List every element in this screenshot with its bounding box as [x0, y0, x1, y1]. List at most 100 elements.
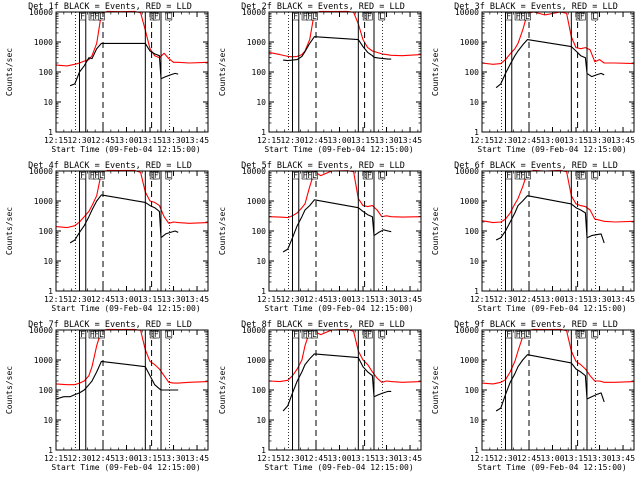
flag-marker: L	[99, 330, 104, 339]
y-tick-label: 100	[39, 227, 54, 236]
plot-frame	[481, 170, 635, 292]
y-tick-label: 100	[465, 68, 480, 77]
flag-marker: F	[293, 12, 298, 21]
flag-marker: F	[520, 330, 525, 339]
flag-marker: F	[580, 12, 585, 21]
detector-panel-1: Det 1f BLACK = Events, RED = LLDFFFLEFL1…	[5, 2, 209, 154]
x-tick-label: 12:45	[517, 136, 541, 145]
flag-marker: L	[525, 171, 530, 180]
flag-box	[378, 171, 386, 180]
y-tick-label: 1	[474, 446, 479, 455]
x-tick-label: 12:15	[44, 454, 68, 463]
x-tick-label: 12:45	[91, 136, 115, 145]
flag-marker: F	[516, 171, 521, 180]
x-tick-label: 13:00	[540, 136, 564, 145]
flag-marker: F	[303, 171, 308, 180]
y-tick-label: 1000	[460, 356, 479, 365]
flag-box	[311, 330, 318, 339]
x-tick-label: 13:00	[540, 295, 564, 304]
x-tick-label: 13:15	[564, 295, 588, 304]
flag-box	[98, 171, 105, 180]
series-line-events	[283, 36, 392, 62]
flag-marker: F	[80, 171, 85, 180]
flag-box	[98, 12, 105, 21]
series-line-events	[55, 360, 179, 400]
series-line-lld	[55, 10, 209, 67]
detector-panel-9: Det 9f BLACK = Events, RED = LLDFFFLEFL1…	[431, 320, 635, 472]
x-tick-label: 12:30	[67, 295, 91, 304]
y-tick-label: 10	[469, 98, 479, 107]
flag-marker: F	[90, 330, 95, 339]
x-tick-label: 12:15	[257, 454, 281, 463]
plot-frame	[55, 11, 209, 133]
flag-marker: F	[94, 171, 99, 180]
panel-title: Det 4f BLACK = Events, RED = LLD	[28, 161, 192, 171]
x-tick-label: 13:45	[185, 295, 209, 304]
y-tick-label: 1	[474, 287, 479, 296]
x-tick-label: 13:00	[327, 454, 351, 463]
flag-box	[152, 12, 160, 21]
flag-marker: F	[303, 330, 308, 339]
y-tick-label: 1	[48, 287, 53, 296]
plot-frame	[268, 11, 422, 133]
y-tick-label: 10000	[242, 326, 266, 335]
series-line-lld	[55, 169, 209, 229]
y-tick-label: 10000	[242, 167, 266, 176]
flag-marker: F	[307, 330, 312, 339]
flag-marker: F	[367, 330, 372, 339]
y-tick-label: 1000	[460, 197, 479, 206]
x-tick-label: 13:45	[611, 454, 635, 463]
x-tick-label: 12:45	[304, 136, 328, 145]
x-axis-label: Start Time (09-Feb-04 12:15:00)	[477, 463, 626, 472]
x-tick-label: 13:30	[161, 454, 185, 463]
flag-marker: L	[166, 171, 171, 180]
flag-marker: F	[303, 12, 308, 21]
flag-box	[578, 171, 586, 180]
flag-box	[98, 330, 105, 339]
y-tick-label: 10	[469, 416, 479, 425]
x-tick-label: 13:15	[138, 136, 162, 145]
x-tick-label: 12:30	[67, 136, 91, 145]
x-axis-label: Start Time (09-Feb-04 12:15:00)	[477, 304, 626, 313]
x-tick-label: 12:15	[470, 454, 494, 463]
flag-box	[578, 12, 586, 21]
x-tick-label: 13:00	[540, 454, 564, 463]
x-tick-label: 13:45	[398, 136, 422, 145]
x-tick-label: 12:15	[257, 136, 281, 145]
y-tick-label: 10000	[455, 167, 479, 176]
y-tick-label: 1	[48, 128, 53, 137]
flag-box	[591, 171, 599, 180]
x-axis-label: Start Time (09-Feb-04 12:15:00)	[264, 463, 413, 472]
y-tick-label: 10	[256, 98, 266, 107]
flag-marker: F	[293, 330, 298, 339]
y-tick-label: 10	[43, 257, 53, 266]
flag-box	[165, 330, 173, 339]
panel-title: Det 9f BLACK = Events, RED = LLD	[454, 320, 618, 330]
detector-panel-2: Det 2f BLACK = Events, RED = LLDFFFLEFL1…	[218, 2, 422, 154]
y-tick-label: 10	[256, 257, 266, 266]
flag-marker: F	[154, 330, 159, 339]
x-tick-label: 12:45	[91, 295, 115, 304]
x-tick-label: 13:45	[398, 454, 422, 463]
y-tick-label: 1000	[247, 38, 266, 47]
x-tick-label: 12:15	[44, 295, 68, 304]
flag-marker: L	[592, 12, 597, 21]
x-tick-label: 13:30	[587, 454, 611, 463]
plot-frame	[268, 170, 422, 292]
y-tick-label: 1000	[34, 356, 53, 365]
x-tick-label: 12:45	[517, 295, 541, 304]
y-tick-label: 1	[474, 128, 479, 137]
y-tick-label: 10	[469, 257, 479, 266]
y-tick-label: 1000	[34, 38, 53, 47]
y-axis-label: Counts/sec	[431, 207, 440, 255]
x-axis-label: Start Time (09-Feb-04 12:15:00)	[264, 145, 413, 154]
y-tick-label: 100	[465, 227, 480, 236]
x-tick-label: 13:30	[161, 136, 185, 145]
y-tick-label: 10000	[242, 8, 266, 17]
panel-title: Det 8f BLACK = Events, RED = LLD	[241, 320, 405, 330]
flag-marker: F	[154, 12, 159, 21]
flag-box	[591, 12, 599, 21]
flag-marker: F	[80, 330, 85, 339]
flag-box	[152, 171, 160, 180]
